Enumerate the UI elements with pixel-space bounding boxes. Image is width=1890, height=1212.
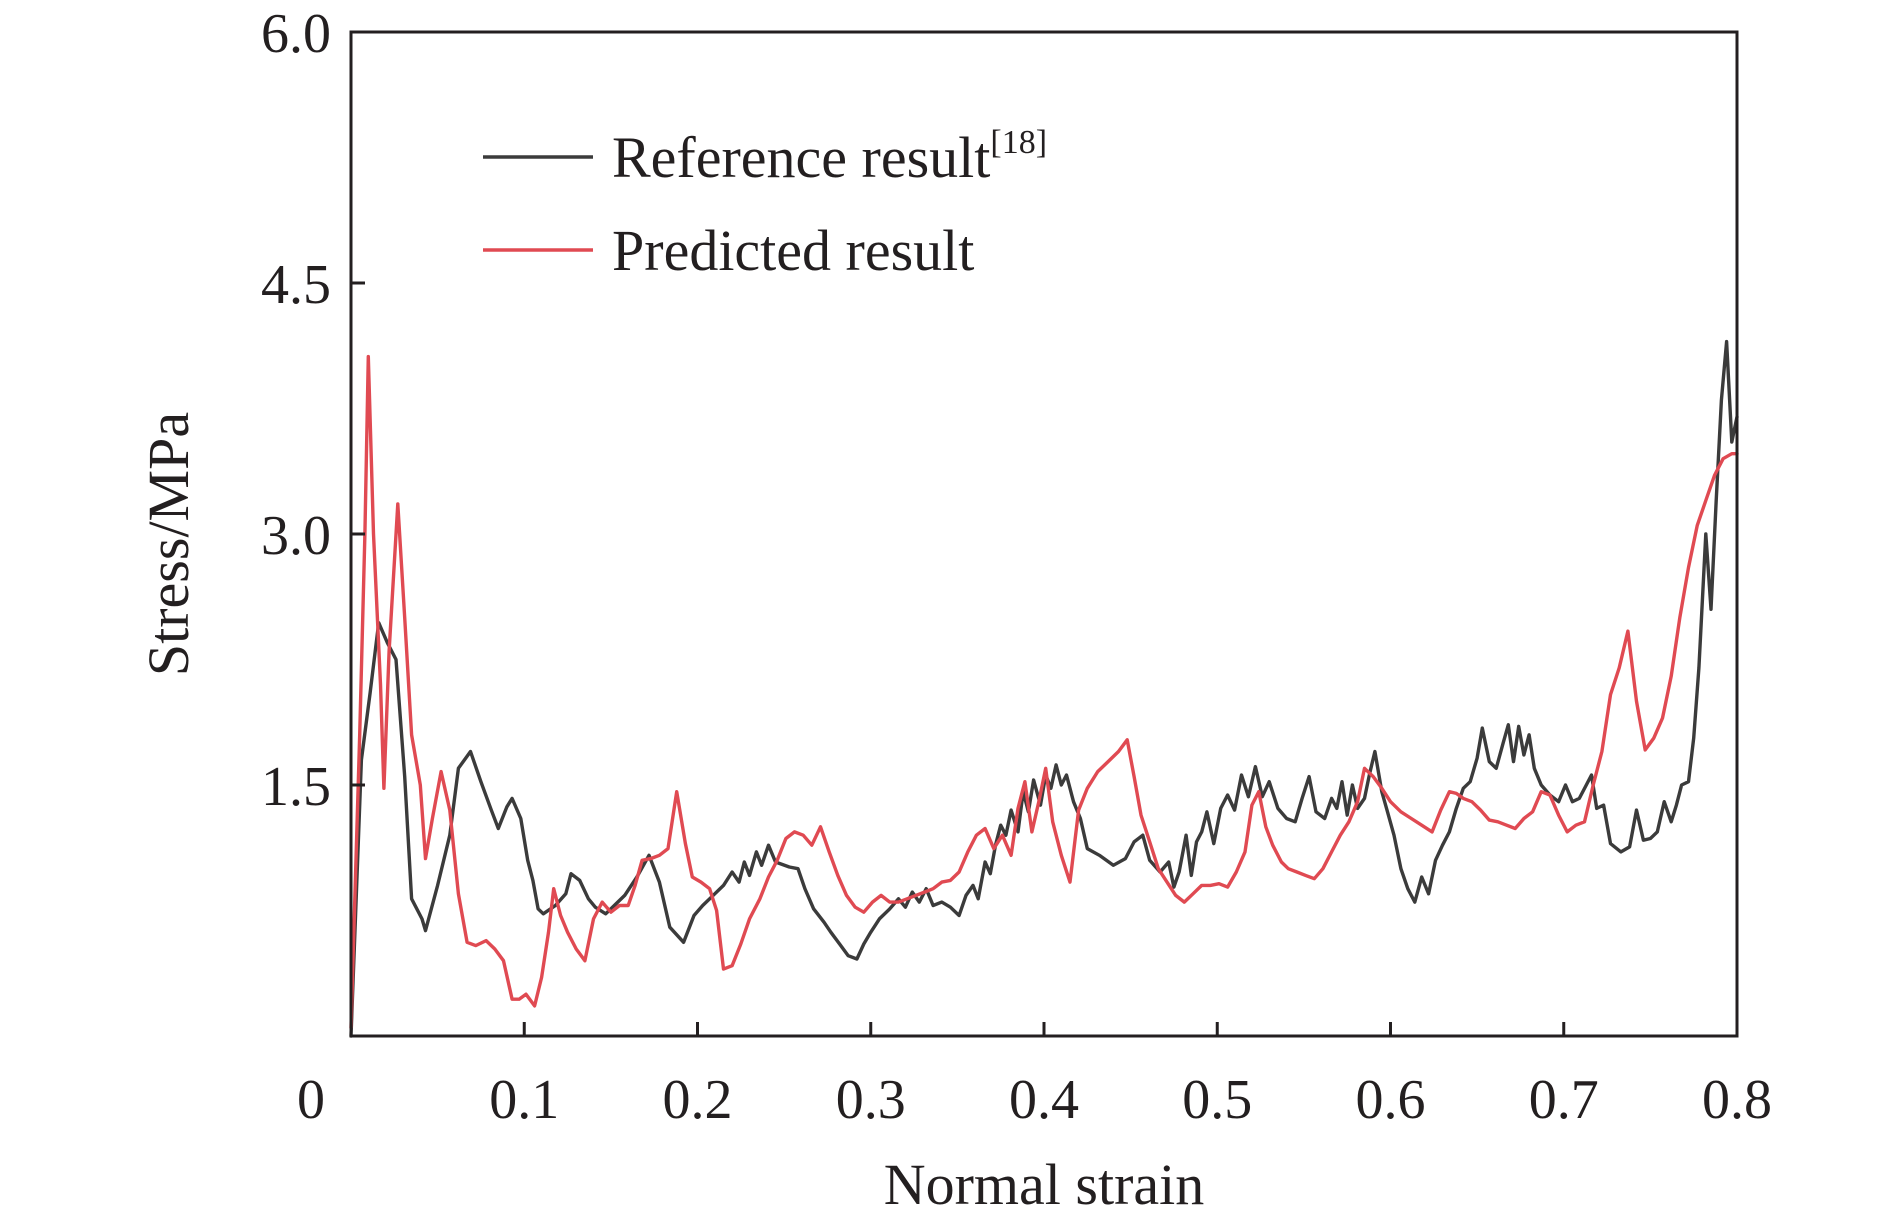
x-tick-label: 0 [297,1069,325,1131]
legend: Reference result[18] Predicted result [483,124,1047,283]
x-tick-label: 0.6 [1356,1069,1426,1131]
x-tick-label: 0.2 [663,1069,733,1131]
series-line-predicted [349,354,1739,1030]
x-tick-label: 0.3 [836,1069,906,1131]
y-tick-label: 6.0 [261,3,331,65]
series-layer [349,339,1739,1038]
series-line-reference [349,339,1739,1038]
y-axis-title: Stress/MPa [136,412,201,676]
ticks-layer: 0 0.1 0.2 0.3 0.4 0.5 0.6 0.7 0.8 1.5 3.0 4.5 6.0 [261,3,1772,1131]
x-axis-title: Normal strain [884,1152,1205,1212]
x-tick-label: 0.1 [489,1069,559,1131]
legend-label: Predicted result [612,218,974,283]
legend-label: Reference result[18] [612,124,1047,190]
y-tick-label: 1.5 [261,756,331,818]
x-tick-label: 0.5 [1182,1069,1252,1131]
x-tick-label: 0.7 [1529,1069,1599,1131]
plot-frame [349,30,1739,1038]
x-tick-label: 0.8 [1702,1069,1772,1131]
y-tick-label: 3.0 [261,505,331,567]
x-tick-label: 0.4 [1009,1069,1079,1131]
legend-label-superscript: [18] [990,124,1047,161]
y-tick-label: 4.5 [261,254,331,316]
